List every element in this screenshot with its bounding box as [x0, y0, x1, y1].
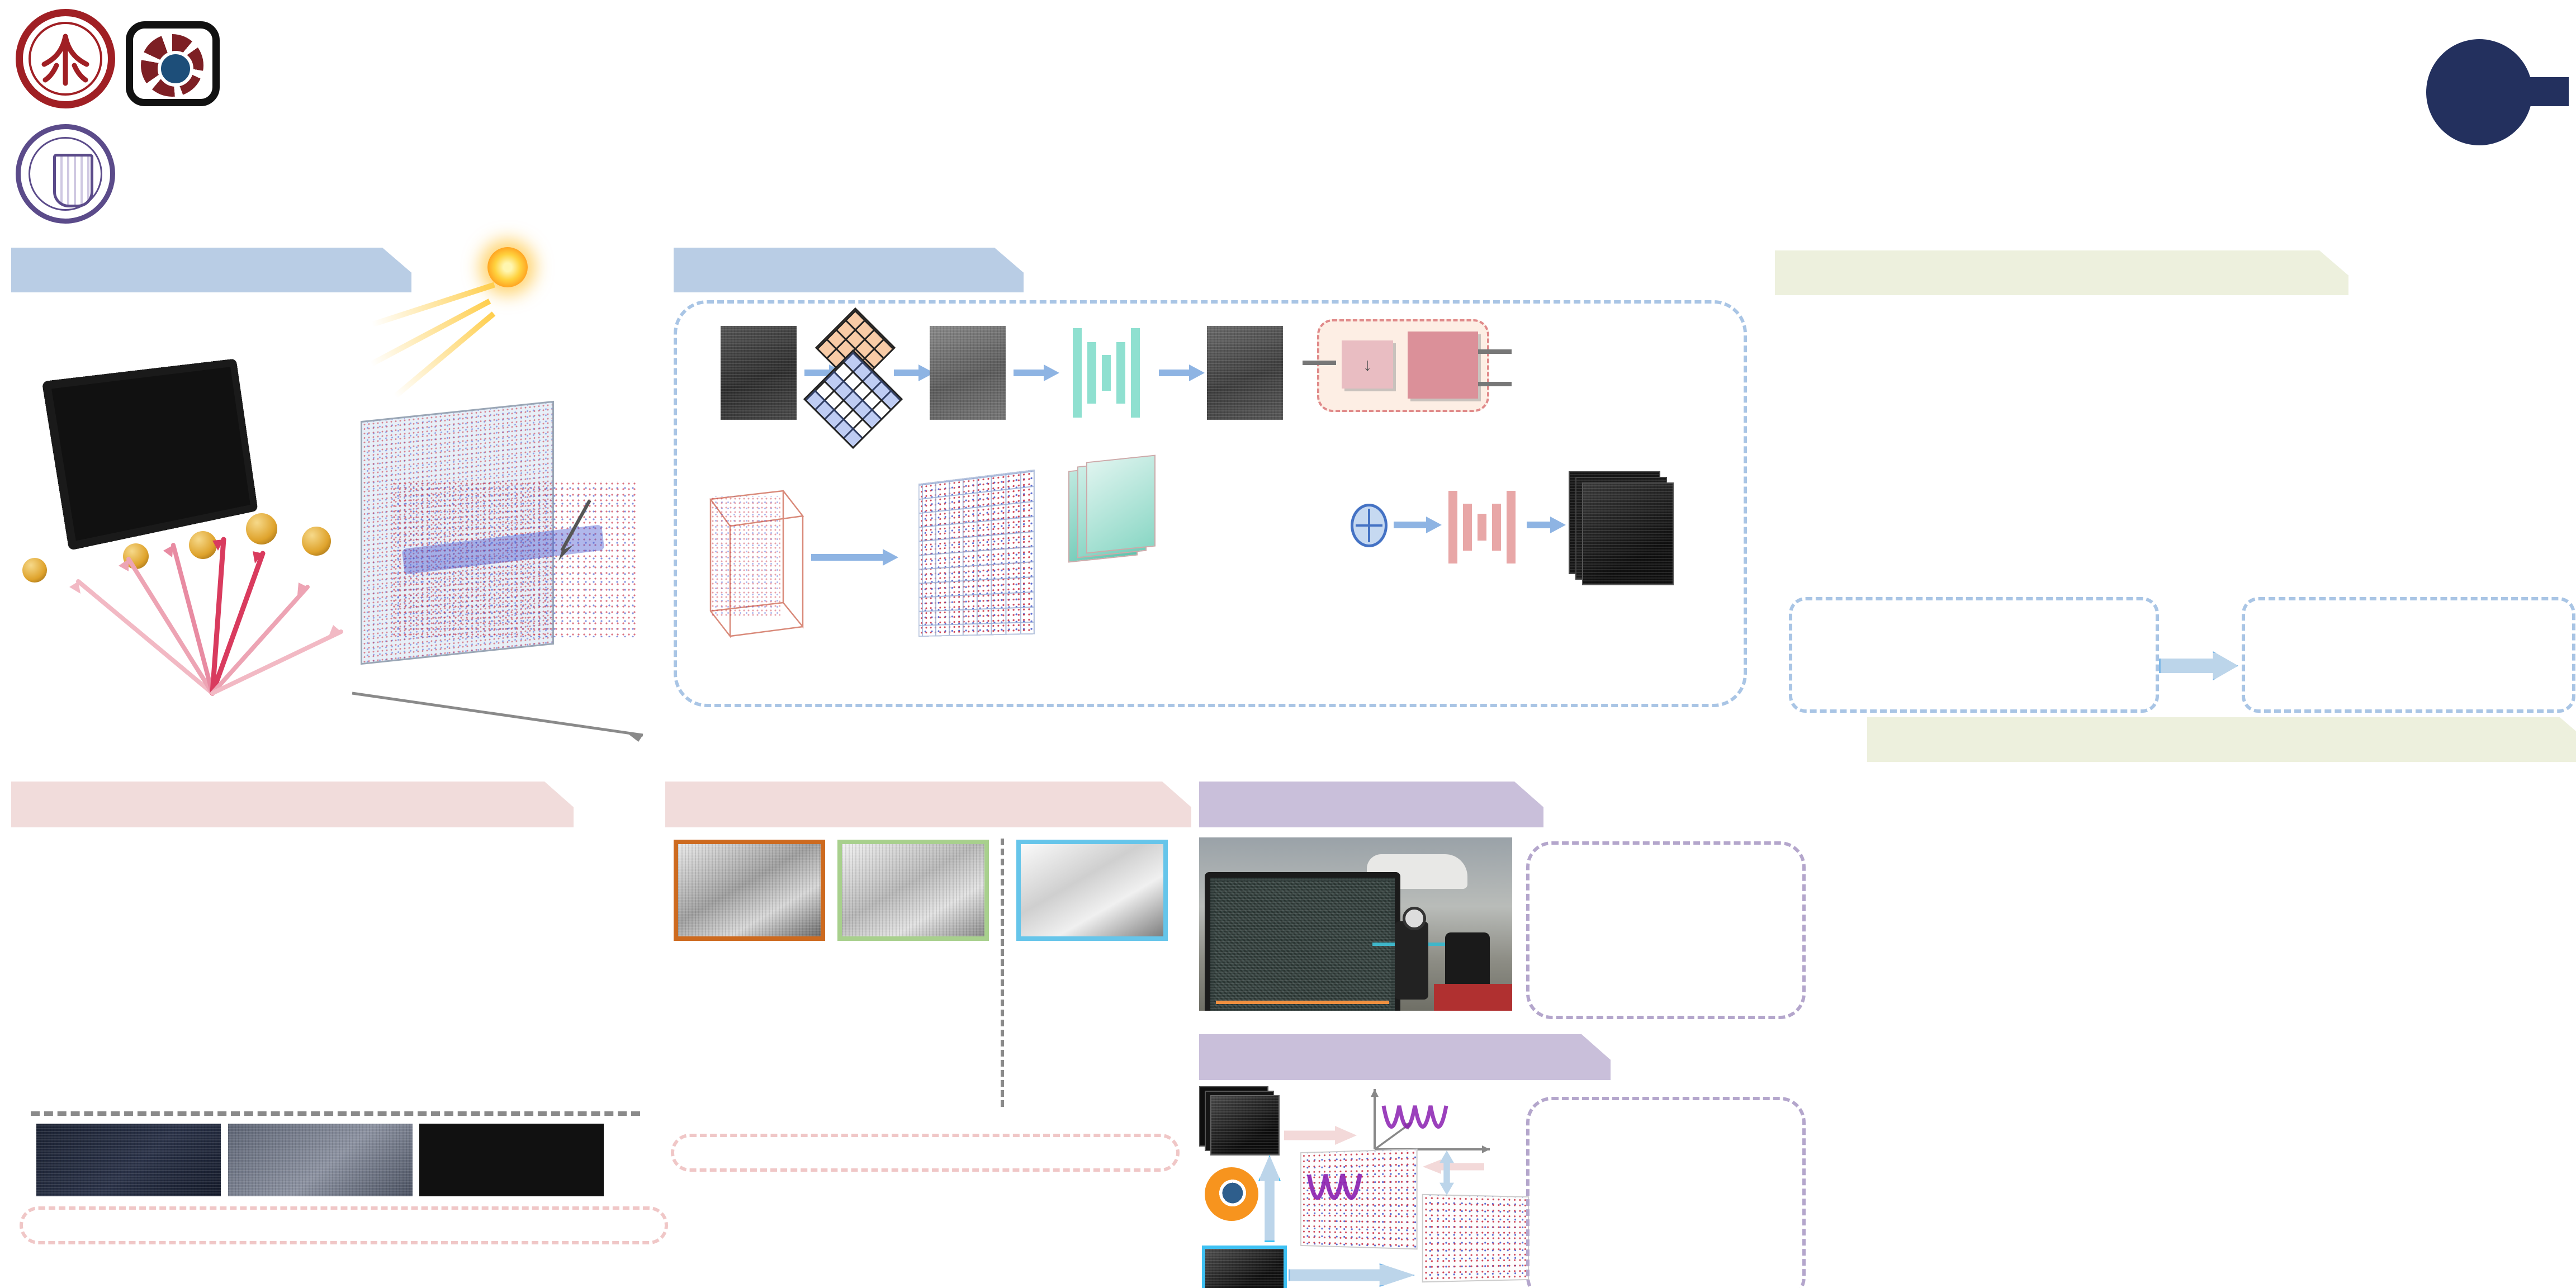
dynamic-frames-stack — [1569, 471, 1686, 594]
arrow-icon — [1527, 517, 1566, 533]
compare-arrows — [1423, 1150, 1490, 1195]
line1-svg — [405, 833, 662, 953]
event-stream-cube — [709, 490, 804, 638]
camera-intelligence-icon — [126, 21, 220, 106]
estadyn-figure — [1199, 1083, 1624, 1288]
yellow-ball — [189, 531, 217, 559]
hist-reference-svg — [1013, 977, 1169, 1095]
polarization-caption-box — [671, 1134, 1180, 1172]
hist-conv-svg — [834, 977, 991, 1095]
pku-seal-glyph — [41, 34, 89, 86]
static-noise-arrow — [558, 499, 591, 561]
noise-event-cloud — [391, 481, 637, 637]
srd-module-icon — [1062, 326, 1151, 420]
line-chart-1 — [394, 833, 662, 959]
stadyn-results-header — [1867, 717, 2576, 762]
blue-right-arrow — [1289, 1263, 1415, 1287]
reference-image — [1016, 840, 1168, 941]
denoising-arrow — [2159, 651, 2238, 680]
divider-dashed — [31, 1111, 640, 1116]
event-count-photo-light — [228, 1124, 413, 1196]
red-box-platform — [1434, 984, 1512, 1011]
pku-logo — [16, 9, 115, 108]
convlstm-block — [1408, 332, 1478, 399]
pointer-line-orange — [1216, 1001, 1389, 1004]
estatic-photo — [1199, 837, 1512, 1011]
color-checker-board — [41, 358, 258, 551]
event-count-photo-dark — [36, 1124, 221, 1196]
arrow-icon — [894, 364, 934, 381]
arrow-icon — [1159, 364, 1205, 381]
ersd-module-icon — [1443, 488, 1521, 566]
encoding-layer-box: ↓ — [1303, 319, 1512, 412]
response-header — [11, 782, 574, 827]
voxel-cube-real — [1422, 1194, 1529, 1283]
uw-logo — [16, 124, 115, 224]
hist-pixelwise-svg — [670, 977, 826, 1095]
concat-icon — [1351, 504, 1388, 547]
real-capture-image — [1202, 1246, 1287, 1288]
separation-tensor-icon — [1068, 454, 1163, 564]
motivation-header — [11, 248, 411, 292]
laptop-screen — [1205, 872, 1400, 1011]
event-stream-dots — [711, 496, 780, 617]
arrow-icon — [811, 549, 898, 566]
conv-kernel-blue — [803, 349, 903, 449]
yellow-ball — [302, 527, 331, 556]
sun-icon — [487, 247, 528, 287]
static-results-header — [1775, 250, 2348, 295]
line-chart-2 — [394, 974, 662, 1100]
polarization-header — [665, 782, 1191, 827]
blender-frames-stack — [1199, 1086, 1289, 1159]
surface-plot — [8, 833, 400, 1090]
conv-block: ↓ — [1342, 340, 1393, 389]
polarization-divider — [1001, 839, 1004, 1107]
surface-3d-svg — [8, 833, 400, 1090]
pink-arrow — [1284, 1126, 1357, 1145]
initial-static-image — [930, 326, 1006, 420]
pipeline-header — [674, 248, 1024, 292]
down-arrow-icon: ↓ — [1363, 354, 1372, 375]
arrow-icon — [1394, 517, 1442, 533]
line2-svg — [405, 974, 662, 1094]
voxel-grid-image — [918, 469, 1035, 637]
pixelwise-image — [674, 840, 825, 941]
estadyn-header — [1199, 1034, 1611, 1080]
stadyn-strips — [1820, 767, 2569, 1158]
arrow-icon — [1014, 364, 1059, 381]
static-background-image — [1207, 326, 1283, 420]
time-axis — [352, 692, 643, 742]
macs-logo — [167, 133, 323, 148]
color-checker-photo — [419, 1124, 604, 1196]
light-meter-device — [1395, 907, 1428, 1000]
convolutional-image — [837, 840, 989, 941]
uw-seal-shield — [53, 154, 93, 207]
event-count-image — [721, 326, 797, 420]
estatic-caption-box — [1526, 841, 1806, 1019]
blender-logo — [1205, 1167, 1258, 1221]
voxel-cube-sim — [1300, 1148, 1418, 1250]
pipeline-figure: ↓ — [674, 300, 1747, 707]
color-scene-box-noisy — [1789, 597, 2159, 713]
estadyn-caption-box — [1526, 1097, 1806, 1288]
static-results-grid — [1783, 305, 2569, 429]
trajectory-fan — [69, 537, 343, 696]
yellow-ball — [246, 513, 277, 544]
cvpr-logo — [2295, 34, 2569, 162]
color-scene-box-clean — [2242, 597, 2575, 713]
estatic-header — [1199, 782, 1543, 827]
yellow-ball — [22, 558, 47, 583]
blue-up-arrow — [1258, 1155, 1281, 1242]
motivation-figure — [11, 247, 654, 742]
response-caption-box — [20, 1206, 668, 1244]
